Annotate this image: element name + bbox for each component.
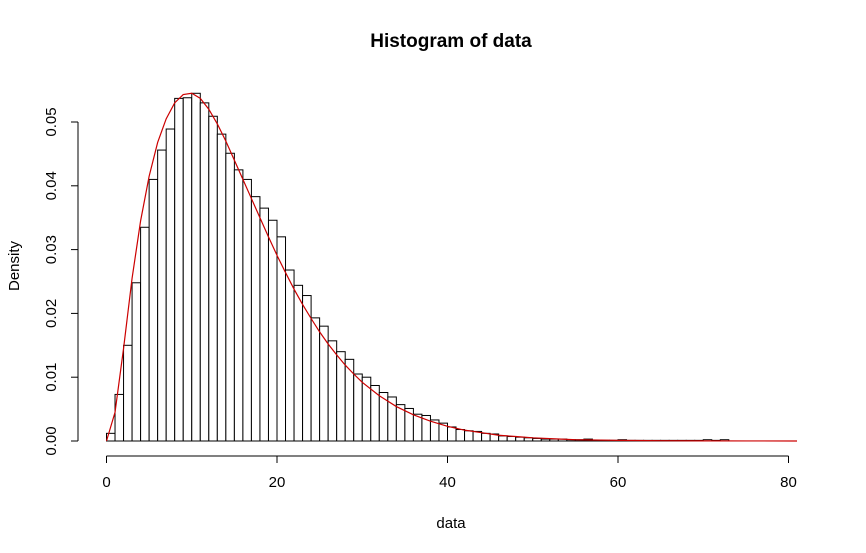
- histogram-bar: [208, 115, 218, 442]
- density-curve-group: [105, 92, 798, 442]
- histogram-bar: [182, 97, 193, 442]
- y-tick-label: 0.00: [43, 426, 60, 455]
- histogram-bar: [199, 102, 210, 442]
- x-tick-label: 60: [610, 474, 627, 491]
- y-tick-label: 0.02: [43, 299, 60, 328]
- histogram-bar: [344, 358, 355, 442]
- y-tick-label: 0.04: [43, 171, 60, 200]
- histogram-bar: [515, 436, 525, 442]
- histogram-bar: [464, 430, 474, 442]
- histogram-bar: [191, 92, 201, 442]
- x-tick-label: 20: [269, 474, 286, 491]
- histogram-bar: [412, 413, 423, 442]
- histogram-bar: [455, 429, 466, 442]
- histogram-bar: [123, 344, 133, 442]
- histogram-bar: [353, 373, 363, 442]
- histogram-bar: [131, 282, 142, 442]
- density-curve-line: [105, 92, 798, 442]
- y-axis: 0.00 0.01 0.02 0.03 0.04 0.05: [43, 107, 79, 456]
- histogram-bar: [259, 207, 269, 442]
- histogram-bar: [165, 128, 176, 442]
- chart-title: Histogram of data: [370, 31, 532, 52]
- histogram-bar: [506, 436, 517, 442]
- histogram-bar: [242, 178, 252, 442]
- x-tick-label: 40: [439, 474, 456, 491]
- histogram-bar: [225, 152, 235, 442]
- x-axis-label: data: [436, 515, 466, 532]
- y-tick-label: 0.03: [43, 235, 60, 264]
- histogram-bar: [140, 226, 150, 442]
- histogram-bars: [106, 92, 730, 442]
- x-tick-label: 80: [780, 474, 797, 491]
- histogram-bar: [336, 351, 346, 442]
- histogram-bar: [498, 435, 508, 442]
- histogram-bar: [216, 133, 227, 442]
- y-tick-label: 0.05: [43, 107, 60, 136]
- histogram-bar: [370, 384, 380, 442]
- histogram-bar: [447, 426, 457, 442]
- histogram-bar: [327, 340, 338, 442]
- x-axis: 0 20 40 60 80: [102, 455, 797, 491]
- histogram-bar: [293, 284, 304, 442]
- histogram-bar: [148, 178, 159, 442]
- histogram-bar: [276, 236, 287, 442]
- histogram-bar: [233, 169, 244, 442]
- histogram-bar: [285, 269, 295, 442]
- histogram-bar: [250, 196, 261, 442]
- histogram-bar: [532, 437, 542, 442]
- histogram-bar: [361, 376, 372, 442]
- histogram-bar: [481, 432, 491, 442]
- y-axis-label: Density: [6, 240, 23, 291]
- histogram-bar: [174, 97, 184, 442]
- histogram-bar: [540, 438, 551, 442]
- x-tick-label: 0: [102, 474, 110, 491]
- y-tick-label: 0.01: [43, 363, 60, 392]
- histogram-bar: [310, 317, 321, 442]
- histogram-bar: [319, 325, 329, 442]
- histogram-bar: [157, 149, 167, 442]
